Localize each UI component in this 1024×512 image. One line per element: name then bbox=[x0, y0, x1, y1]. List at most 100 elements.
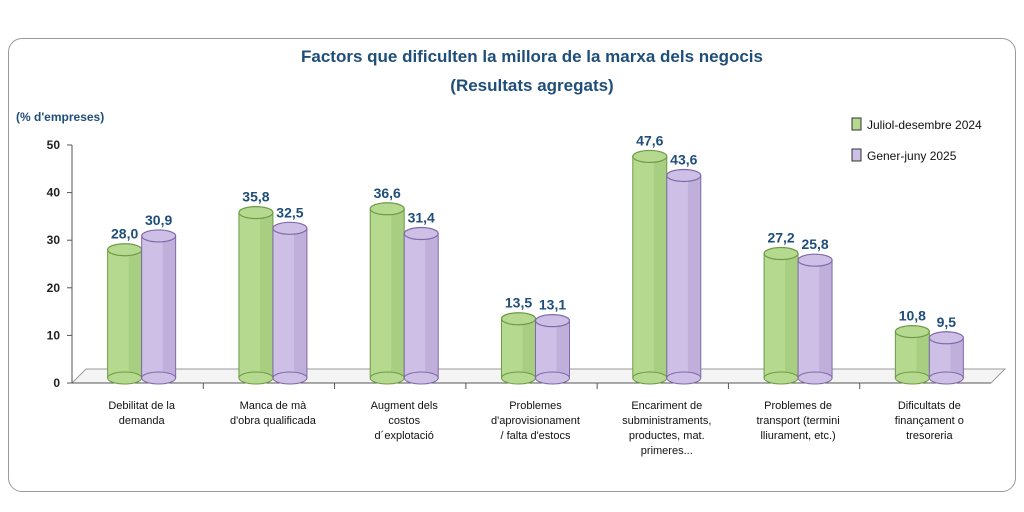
bar-top bbox=[500, 312, 537, 326]
data-label: 13,1 bbox=[539, 297, 566, 313]
bar-top bbox=[894, 324, 930, 339]
bar bbox=[238, 205, 274, 385]
bar-top bbox=[369, 202, 405, 216]
bar bbox=[500, 312, 537, 385]
bar-top bbox=[107, 243, 143, 257]
y-tick-label: 30 bbox=[47, 233, 61, 247]
category-label: Dificultats de finançament o tresoreria bbox=[895, 400, 964, 442]
data-label: 31,4 bbox=[408, 210, 435, 226]
bar-top bbox=[763, 246, 799, 261]
legend-swatch bbox=[851, 117, 862, 131]
data-label: 35,8 bbox=[242, 189, 269, 205]
bar-top bbox=[534, 314, 571, 328]
bar-base bbox=[141, 371, 177, 385]
category-label: Encariment de subministraments, productes,… bbox=[622, 400, 711, 457]
bar-base bbox=[894, 371, 930, 385]
bar-base bbox=[535, 371, 570, 385]
data-label: 9,5 bbox=[937, 314, 957, 330]
data-label: 30,9 bbox=[145, 212, 172, 228]
bar bbox=[763, 246, 799, 385]
bar-top bbox=[928, 331, 964, 345]
data-label: 47,6 bbox=[636, 132, 663, 148]
bars bbox=[107, 149, 964, 385]
category-label: Problemes de transport (termini lliurament… bbox=[757, 400, 840, 442]
bar-shade bbox=[653, 156, 667, 378]
bar-base bbox=[763, 371, 799, 385]
data-label: 13,5 bbox=[505, 295, 532, 311]
bar bbox=[141, 229, 177, 385]
data-labels: 28,0 30,9 35,8 32,5 36,6 31,4 13,5 13,1 47,6 43,6… bbox=[111, 132, 956, 329]
bar-shade bbox=[556, 320, 570, 378]
data-label: 27,2 bbox=[767, 230, 794, 246]
y-axis-label: (% d'empreses) bbox=[16, 110, 104, 124]
bar-top bbox=[272, 221, 308, 235]
legend-label: Juliol-desembre 2024 bbox=[867, 118, 982, 132]
category-label: Manca de mà d'obra qualificada bbox=[230, 400, 317, 427]
bar-body bbox=[894, 331, 930, 379]
bar-top bbox=[632, 149, 668, 164]
category-label: Problemes d'aprovisionament / falta d'esto… bbox=[491, 400, 580, 442]
chart-title: Factors que dificulten la millora de la … bbox=[301, 47, 763, 66]
bar-shade bbox=[391, 208, 405, 378]
legend: Juliol-desembre 2024 Gener-juny 2025 bbox=[851, 117, 982, 163]
bar-top bbox=[666, 168, 702, 183]
bar-body bbox=[141, 235, 177, 379]
data-label: 36,6 bbox=[374, 185, 401, 201]
data-label: 10,8 bbox=[899, 308, 926, 324]
bar-body bbox=[797, 259, 833, 379]
bar-base bbox=[501, 371, 536, 385]
axes: 0 10 20 30 40 50 bbox=[47, 138, 991, 390]
bar-body bbox=[272, 227, 308, 379]
data-label: 28,0 bbox=[111, 226, 138, 242]
bar bbox=[534, 314, 571, 385]
y-tick-label: 20 bbox=[47, 281, 61, 295]
bar bbox=[107, 243, 143, 385]
bar-shade bbox=[425, 233, 439, 378]
bar-body bbox=[535, 320, 570, 379]
bar-base bbox=[403, 371, 439, 385]
bar bbox=[632, 149, 668, 385]
bar-shade bbox=[162, 235, 176, 378]
bar bbox=[666, 168, 702, 385]
data-label: 25,8 bbox=[801, 236, 828, 252]
bar-shade bbox=[128, 249, 142, 378]
y-tick-label: 50 bbox=[47, 138, 61, 152]
y-tick-label: 40 bbox=[47, 186, 61, 200]
chart-frame bbox=[8, 38, 1016, 492]
bar-base bbox=[797, 371, 833, 385]
data-label: 43,6 bbox=[670, 151, 697, 167]
chart-subtitle: (Resultats agregats) bbox=[450, 76, 613, 95]
bar-shade bbox=[687, 175, 701, 378]
bar bbox=[797, 253, 833, 385]
y-tick-label: 10 bbox=[47, 328, 61, 342]
bar-shade bbox=[950, 337, 964, 378]
bar-base bbox=[369, 371, 405, 385]
bar-top bbox=[238, 205, 274, 220]
bar-body bbox=[666, 174, 702, 379]
bar bbox=[928, 331, 964, 385]
legend-label: Gener-juny 2025 bbox=[867, 149, 957, 163]
bar-shade bbox=[916, 331, 930, 378]
bar-base bbox=[272, 371, 308, 385]
bar bbox=[272, 221, 308, 385]
bar-base bbox=[107, 371, 143, 385]
y-tick-label: 0 bbox=[53, 376, 60, 390]
legend-swatch bbox=[851, 148, 862, 162]
bar-shade bbox=[819, 260, 833, 378]
bar-shade bbox=[785, 253, 799, 378]
bar-base bbox=[238, 371, 274, 385]
bar-base bbox=[666, 371, 702, 385]
bar bbox=[403, 226, 439, 385]
bar bbox=[894, 324, 930, 385]
category-label: Debilitat de la demanda bbox=[108, 400, 176, 427]
bar-top bbox=[403, 226, 439, 241]
bar-base bbox=[632, 371, 668, 385]
bar-shade bbox=[522, 318, 536, 378]
bar-top bbox=[141, 229, 177, 243]
bar-top bbox=[797, 253, 833, 267]
data-label: 32,5 bbox=[276, 204, 303, 220]
bar bbox=[369, 202, 405, 385]
category-labels: Debilitat de la demanda Manca de mà d'obra … bbox=[108, 400, 964, 457]
bar-body bbox=[928, 337, 964, 379]
